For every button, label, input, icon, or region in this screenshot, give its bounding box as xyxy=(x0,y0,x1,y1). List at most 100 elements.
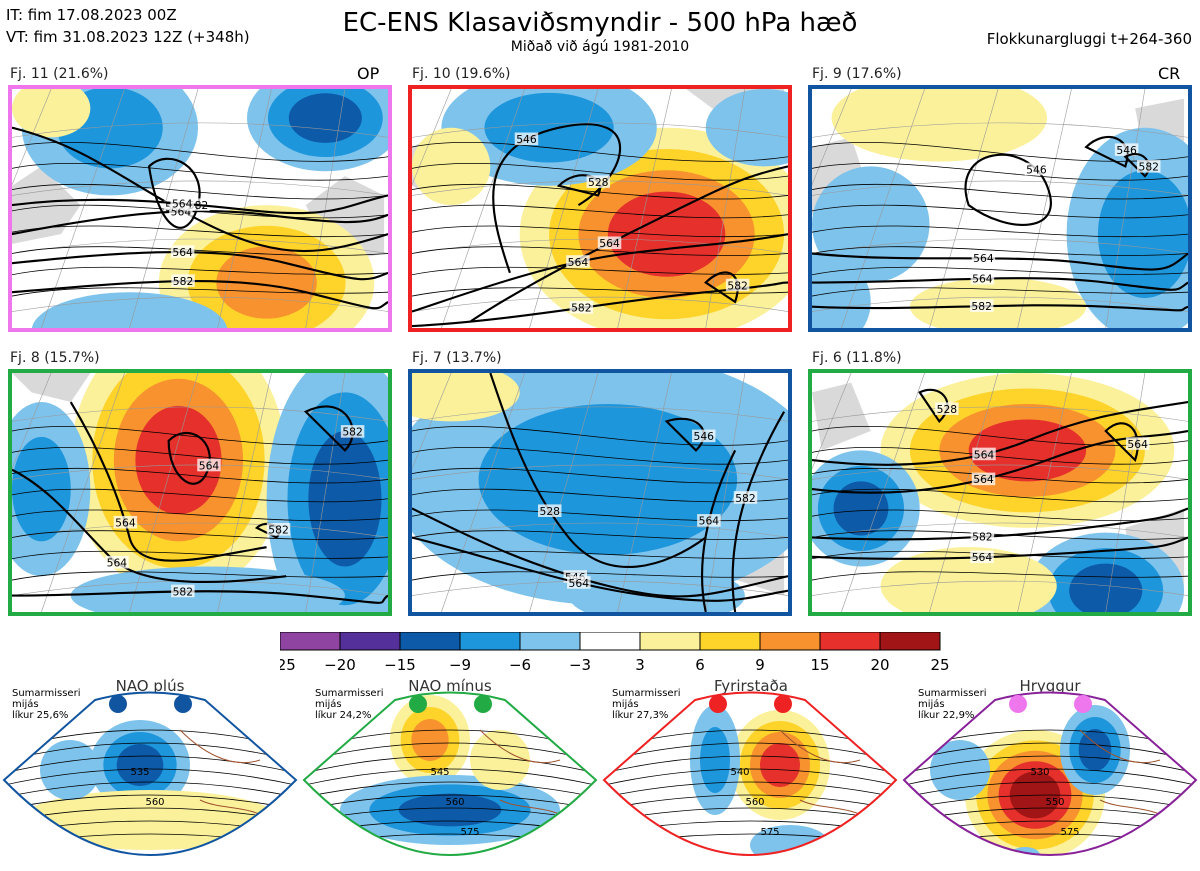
cluster-map-fj7: 528546546564564582 xyxy=(408,369,792,616)
panel-label-2: Fj. 10 (19.6%) xyxy=(412,66,511,82)
regime-anomaly-shading xyxy=(930,740,990,800)
graticule-line xyxy=(812,122,1188,138)
graticule-line xyxy=(412,406,788,422)
height-contour-thin xyxy=(12,183,388,200)
contour-label: 564 xyxy=(568,256,589,269)
graticule-line xyxy=(412,89,452,186)
cluster-map-fj6: 528 564 564 582 564 564 xyxy=(808,369,1192,616)
contour-label: 582 xyxy=(971,300,992,313)
graticule-line xyxy=(617,373,672,612)
height-contour-thin xyxy=(812,266,1188,276)
height-contour-thin xyxy=(812,225,1188,238)
regime-contour xyxy=(304,781,596,799)
height-contour-thin xyxy=(12,467,388,484)
height-contour-bold xyxy=(12,250,388,281)
regime-contour-label: 530 xyxy=(1030,767,1049,778)
contour-label-bg xyxy=(969,299,994,312)
colorbar-tick-label: −15 xyxy=(384,656,416,674)
anomaly-shading xyxy=(478,403,738,555)
regime-name-blocking: Fyrirstaða xyxy=(714,677,788,695)
height-contour-thin xyxy=(412,246,788,256)
initial-time: IT: fim 17.08.2023 00Z xyxy=(6,6,177,24)
height-contour-thin xyxy=(412,550,788,560)
regime-note-line: líkur 27,3% xyxy=(612,710,669,721)
height-contour-thin xyxy=(412,447,788,465)
cluster-map-fj8: 564 564 564 582 582 582 xyxy=(8,369,392,616)
regime-map-nao-plus: 535 560 xyxy=(2,691,298,856)
contour-label: 546 xyxy=(1026,163,1047,176)
colorbar-tick-label: −6 xyxy=(509,656,531,674)
regime-note-line: Sumarmisseri xyxy=(315,688,384,699)
regime-contour-label: 535 xyxy=(130,767,149,778)
colorbar-tick-label: 6 xyxy=(695,656,705,674)
regime-note-line: mijás xyxy=(12,699,39,710)
anomaly-shading xyxy=(1097,170,1188,298)
anomaly-shading xyxy=(412,373,520,422)
header-left: IT: fim 17.08.2023 00Z VT: fim 31.08.202… xyxy=(6,4,250,48)
anomaly-shading xyxy=(968,419,1087,482)
contour-label-bg xyxy=(586,175,611,188)
height-contour-thin xyxy=(812,204,1188,219)
regime-contour xyxy=(604,755,896,775)
contour-label: 582 xyxy=(173,275,194,288)
contour-label: 528 xyxy=(588,176,609,189)
contour-label-bg xyxy=(566,255,590,268)
height-contour-bold xyxy=(12,194,388,215)
height-contour-thin xyxy=(812,287,1188,297)
cluster-map-fj10: 546 528 564 564 582 582 xyxy=(408,85,792,332)
height-contour-bold xyxy=(812,252,1188,271)
colorbar-tick-label: −3 xyxy=(569,656,591,674)
regime-note-nao-minus: Sumarmisseri mijás líkur 24,2% xyxy=(315,688,383,721)
graticule-line xyxy=(12,180,388,196)
height-contour-bold xyxy=(812,536,1188,560)
regime-note-line: mijás xyxy=(918,699,945,710)
regime-contour-label: 550 xyxy=(1045,797,1064,808)
height-contour-thin xyxy=(12,550,388,560)
regime-marker-dot xyxy=(474,695,492,713)
contour-label-bg xyxy=(538,504,562,517)
height-contour-thin xyxy=(412,426,788,446)
regime-marker-dot xyxy=(1009,695,1027,713)
regime-anomaly-shading xyxy=(760,743,800,787)
regime-marker-dot xyxy=(1074,695,1092,713)
contour-label: 582 xyxy=(1138,161,1159,174)
regime-name-nao-plus: NAO plús xyxy=(115,677,185,695)
graticule-line xyxy=(812,373,852,470)
height-contour-thin xyxy=(12,426,388,446)
contour-label-bg xyxy=(569,301,594,314)
contour-label: 564 xyxy=(172,198,193,211)
panel-label-4: Fj. 8 (15.7%) xyxy=(10,350,100,366)
regime-map-blocking: 540 560 575 xyxy=(602,691,898,856)
height-contour-bold xyxy=(701,449,737,612)
anomaly-shading xyxy=(308,431,382,567)
contour-label: 564 xyxy=(1127,438,1148,451)
contour-label-bg xyxy=(171,584,195,598)
regime-note-line: líkur 24,2% xyxy=(315,710,372,721)
height-contour-bold xyxy=(12,590,388,604)
anomaly-shading xyxy=(880,547,1057,612)
regime-contour-label: 575 xyxy=(1060,827,1079,838)
contour-label-bg xyxy=(1137,160,1161,173)
graticule-line xyxy=(1105,373,1146,612)
contour-label: 582 xyxy=(972,531,993,544)
graticule-line xyxy=(412,373,452,470)
height-contour-bold xyxy=(69,401,267,562)
anomaly-shading xyxy=(833,481,889,536)
contour-label-bg xyxy=(971,472,996,486)
colorbar-swatch xyxy=(639,632,701,651)
colorbar-tick-label: 15 xyxy=(810,656,829,674)
contour-label-bg xyxy=(972,447,996,461)
regime-contour xyxy=(604,781,896,799)
height-contour-bold xyxy=(812,277,1188,291)
contour-label-bg xyxy=(970,550,994,564)
height-contour-bold xyxy=(964,153,1052,226)
height-contour-thin xyxy=(12,287,388,297)
colorbar-swatch xyxy=(699,632,761,651)
regime-contour-label: 540 xyxy=(730,767,749,778)
height-contour-thin xyxy=(412,163,788,181)
graticule-line xyxy=(217,89,272,328)
regime-marker-dot xyxy=(774,695,792,713)
contour-label-bg xyxy=(970,530,995,543)
height-contour-thin xyxy=(412,467,788,484)
graticule-line xyxy=(841,89,925,328)
